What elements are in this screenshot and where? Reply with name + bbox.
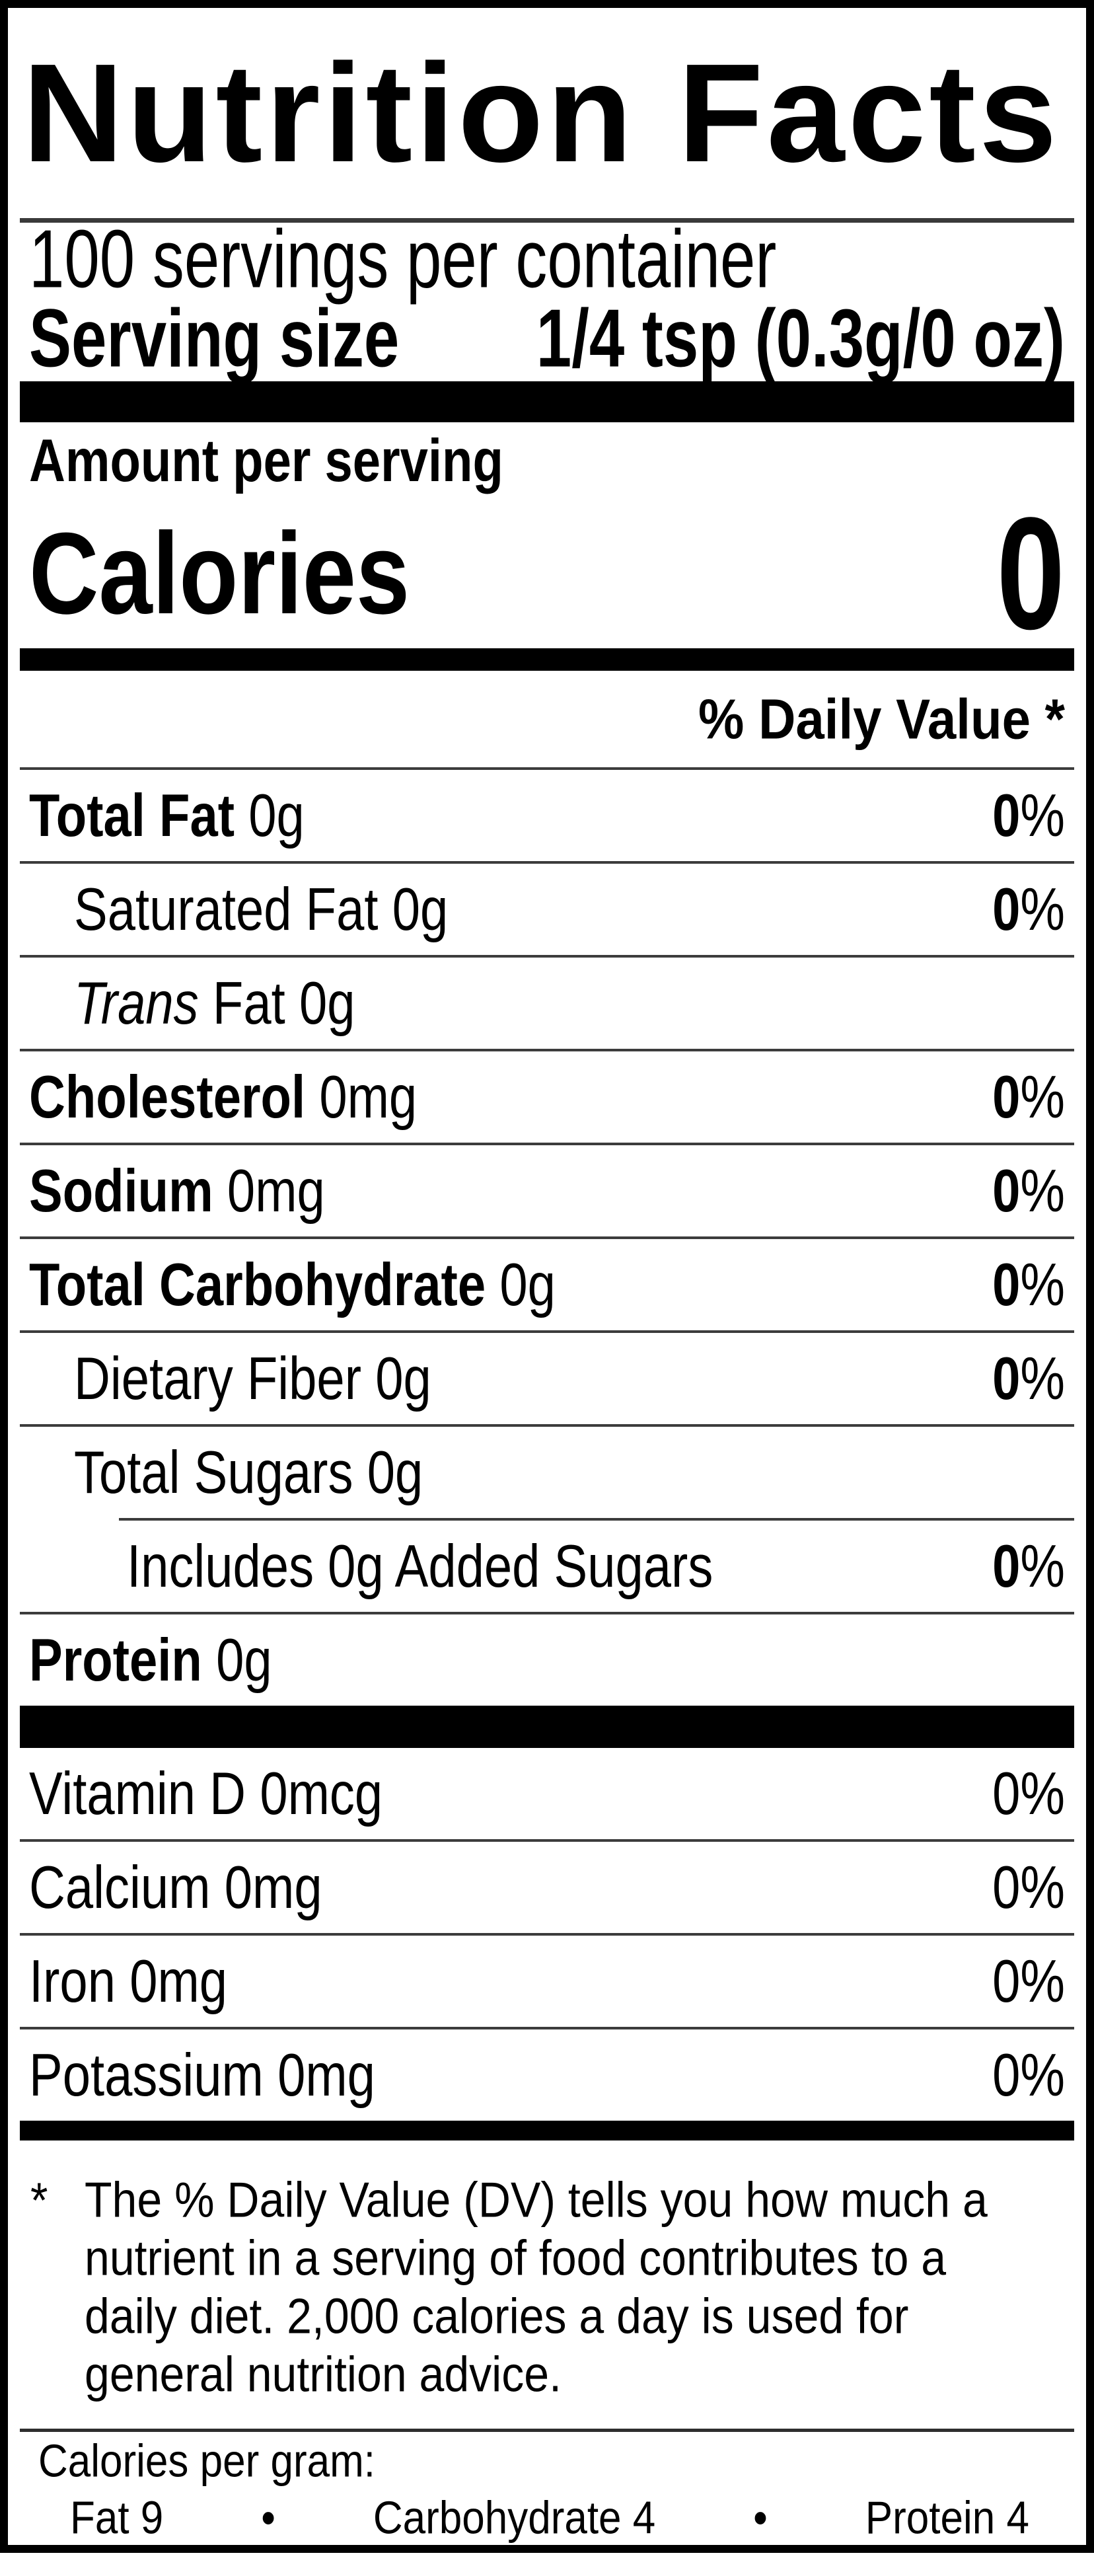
divider — [20, 1839, 1074, 1842]
micronutrient-dv: 0% — [992, 1854, 1065, 1921]
nutrient-name-amount: Total Carbohydrate 0g — [29, 1251, 556, 1318]
amount-per-serving-row: Amount per serving — [20, 422, 1074, 499]
divider — [20, 1236, 1074, 1239]
bar-above-footnote — [20, 2121, 1074, 2140]
micronutrient-name-amount: Iron 0mg — [29, 1948, 228, 2015]
nutrient-name-amount: Saturated Fat 0g — [74, 876, 449, 943]
serving-size-label: Serving size — [29, 292, 400, 385]
micronutrient-dv: 0% — [992, 1760, 1065, 1827]
calories-per-gram-title: Calories per gram: — [38, 2435, 375, 2487]
divider-above-calories-per-gram — [20, 2429, 1074, 2432]
row-trans-fat: Trans Fat 0g — [20, 958, 1074, 1049]
nutrient-name-amount: Total Fat 0g — [29, 782, 305, 849]
divider — [20, 1143, 1074, 1145]
daily-value-header-row: % Daily Value * — [20, 671, 1074, 767]
row-added-sugars: Includes 0g Added Sugars 0% — [20, 1521, 1074, 1612]
nutrient-name-amount: Protein 0g — [29, 1626, 272, 1694]
nutrient-dv: 0% — [992, 1533, 1065, 1600]
serving-size-row: Serving size 1/4 tsp (0.3g/0 oz) — [20, 293, 1074, 385]
micronutrient-name-amount: Vitamin D 0mcg — [29, 1760, 383, 1827]
title-section: Nutrition Facts — [20, 8, 1074, 218]
calories-per-gram-carbohydrate: Carbohydrate 4 — [373, 2492, 656, 2544]
divider — [20, 2027, 1074, 2029]
servings-per-container-row: 100 servings per container — [20, 213, 1074, 305]
row-calcium: Calcium 0mg 0% — [20, 1842, 1074, 1933]
calories-per-gram-title-row: Calories per gram: — [20, 2432, 1074, 2490]
amount-per-serving-text: Amount per serving — [29, 427, 503, 494]
bullet-separator-icon: • — [261, 2492, 275, 2544]
row-saturated-fat: Saturated Fat 0g 0% — [20, 864, 1074, 955]
calories-per-gram-protein: Protein 4 — [865, 2492, 1029, 2544]
nutrient-dv: 0% — [992, 1063, 1065, 1131]
row-total-carbohydrate: Total Carbohydrate 0g 0% — [20, 1239, 1074, 1330]
label-title: Nutrition Facts — [22, 34, 1060, 191]
calories-row: Calories 0 — [20, 484, 1074, 662]
nutrient-name-amount: Cholesterol 0mg — [29, 1063, 418, 1131]
row-iron: Iron 0mg 0% — [20, 1936, 1074, 2027]
nutrient-dv: 0% — [992, 1157, 1065, 1225]
bar-under-calories — [20, 648, 1074, 671]
nutrient-name-amount: Trans Fat 0g — [74, 969, 355, 1037]
thick-bar-under-protein — [20, 1706, 1074, 1748]
micronutrient-name-amount: Calcium 0mg — [29, 1854, 322, 1921]
row-dietary-fiber: Dietary Fiber 0g 0% — [20, 1333, 1074, 1424]
row-total-fat: Total Fat 0g 0% — [20, 770, 1074, 861]
nutrient-name-amount: Total Sugars 0g — [74, 1439, 423, 1506]
divider — [20, 955, 1074, 958]
nutrient-name-amount: Sodium 0mg — [29, 1157, 325, 1225]
label-inner: Nutrition Facts 100 servings per contain… — [8, 8, 1086, 2545]
nutrient-dv: 0% — [992, 1251, 1065, 1318]
nutrient-name-amount: Includes 0g Added Sugars — [127, 1533, 713, 1600]
row-vitamin-d: Vitamin D 0mcg 0% — [20, 1748, 1074, 1839]
row-potassium: Potassium 0mg 0% — [20, 2029, 1074, 2121]
micronutrient-dv: 0% — [992, 1948, 1065, 2015]
footnote-text: The % Daily Value (DV) tells you how muc… — [85, 2172, 988, 2402]
row-cholesterol: Cholesterol 0mg 0% — [20, 1051, 1074, 1143]
nutrient-name-amount: Dietary Fiber 0g — [74, 1345, 431, 1412]
micronutrient-dv: 0% — [992, 2041, 1065, 2109]
calories-per-gram-fat: Fat 9 — [70, 2492, 164, 2544]
micronutrient-name-amount: Potassium 0mg — [29, 2041, 375, 2109]
divider — [20, 1612, 1074, 1614]
bullet-separator-icon: • — [753, 2492, 768, 2544]
row-total-sugars: Total Sugars 0g — [20, 1427, 1074, 1518]
daily-value-header: % Daily Value * — [698, 687, 1065, 751]
divider — [20, 1330, 1074, 1333]
nutrient-dv: 0% — [992, 1345, 1065, 1412]
nutrient-dv: 0% — [992, 876, 1065, 943]
calories-value: 0 — [996, 484, 1065, 663]
row-protein: Protein 0g — [20, 1614, 1074, 1706]
footnote-asterisk: * — [30, 2173, 48, 2228]
divider — [20, 861, 1074, 864]
serving-size-value: 1/4 tsp (0.3g/0 oz) — [536, 292, 1065, 385]
divider-indented — [119, 1518, 1074, 1521]
divider — [20, 767, 1074, 770]
footnote: * The % Daily Value (DV) tells you how m… — [20, 2140, 1074, 2429]
thick-bar-top — [20, 381, 1074, 422]
divider — [20, 1049, 1074, 1051]
divider — [20, 1424, 1074, 1427]
divider — [20, 1933, 1074, 1936]
nutrient-dv: 0% — [992, 782, 1065, 849]
row-sodium: Sodium 0mg 0% — [20, 1145, 1074, 1236]
calories-per-gram-values-row: Fat 9 • Carbohydrate 4 • Protein 4 — [20, 2490, 1074, 2546]
servings-per-container-text: 100 servings per container — [29, 213, 777, 305]
divider-under-title — [20, 218, 1074, 223]
calories-label: Calories — [29, 508, 410, 638]
